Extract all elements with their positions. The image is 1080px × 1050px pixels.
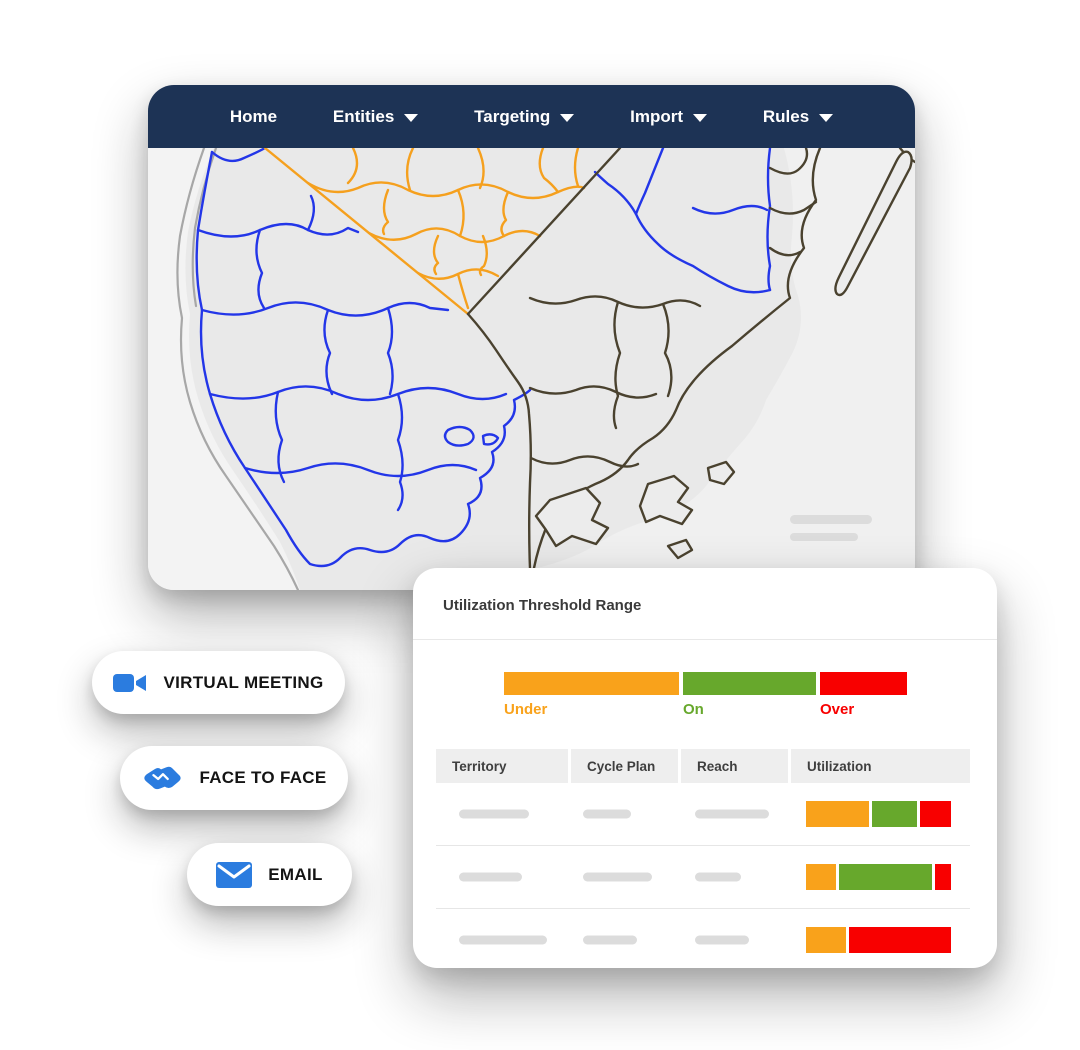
territory-map[interactable]: [148, 148, 915, 590]
threshold-table-body: [436, 783, 970, 971]
skeleton-text: [695, 872, 741, 882]
table-row[interactable]: [436, 909, 970, 971]
nav-label: Home: [229, 106, 278, 126]
panel-title: Utilization Threshold Range: [443, 597, 642, 614]
utilization-segment-under: [806, 801, 869, 827]
legend-label-over: Over: [820, 701, 855, 718]
utilization-segment-over: [935, 864, 951, 890]
map-skeleton-line: [790, 515, 872, 524]
skeleton-text: [459, 872, 522, 882]
utilization-segment-over: [920, 801, 951, 827]
column-header-reach: Reach: [681, 749, 788, 783]
utilization-segment-over: [849, 927, 951, 953]
nav-label: Rules: [762, 106, 810, 126]
email-button[interactable]: EMAIL: [187, 843, 352, 906]
skeleton-text: [583, 809, 631, 819]
pill-label: FACE TO FACE: [199, 768, 327, 787]
nav-label: Import: [630, 106, 684, 126]
threshold-segment-on: [683, 672, 816, 695]
utilization-segment-under: [806, 927, 846, 953]
nav-item-targeting[interactable]: Targeting: [474, 106, 575, 127]
utilization-segment-on: [872, 801, 917, 827]
utilization-bar: [806, 927, 951, 953]
nav-item-home[interactable]: Home: [230, 107, 277, 127]
legend-label-on: On: [683, 701, 704, 718]
nav-label: Entities: [332, 106, 395, 126]
column-header-cycle-plan: Cycle Plan: [571, 749, 678, 783]
pill-label: EMAIL: [268, 864, 323, 884]
video-camera-icon: [113, 673, 147, 692]
threshold-segment-under: [504, 672, 679, 695]
chevron-down-icon: [693, 113, 708, 122]
table-row[interactable]: [436, 846, 970, 909]
utilization-threshold-panel: Utilization Threshold Range Under On Ove…: [413, 568, 997, 968]
skeleton-text: [583, 872, 652, 882]
skeleton-text: [459, 935, 547, 945]
column-header-utilization: Utilization: [791, 749, 970, 783]
utilization-bar: [806, 801, 951, 827]
map-card: Home Entities Targeting Import Rules: [148, 85, 915, 590]
utilization-bar: [806, 864, 951, 890]
nav-item-rules[interactable]: Rules: [762, 106, 834, 127]
chevron-down-icon: [819, 113, 834, 122]
skeleton-text: [459, 809, 529, 819]
chevron-down-icon: [404, 113, 419, 122]
envelope-icon: [216, 861, 253, 888]
table-row[interactable]: [436, 783, 970, 846]
top-navbar: Home Entities Targeting Import Rules: [148, 85, 915, 148]
divider: [413, 639, 997, 640]
pill-label: VIRTUAL MEETING: [163, 672, 324, 692]
table-header: Territory Cycle Plan Reach Utilization: [436, 749, 970, 783]
handshake-icon: [144, 766, 182, 789]
territory-table: Territory Cycle Plan Reach Utilization: [436, 749, 970, 971]
skeleton-text: [583, 935, 637, 945]
threshold-segment-over: [820, 672, 907, 695]
utilization-segment-under: [806, 864, 836, 890]
map-skeleton-line: [790, 533, 858, 541]
utilization-segment-on: [839, 864, 932, 890]
skeleton-text: [695, 935, 749, 945]
legend-label-under: Under: [504, 701, 548, 718]
chevron-down-icon: [560, 113, 575, 122]
nav-label: Targeting: [474, 106, 551, 126]
face-to-face-button[interactable]: FACE TO FACE: [120, 746, 348, 810]
nav-item-entities[interactable]: Entities: [332, 106, 419, 127]
threshold-range-bar: [504, 672, 907, 695]
virtual-meeting-button[interactable]: VIRTUAL MEETING: [92, 651, 345, 714]
nav-item-import[interactable]: Import: [630, 106, 708, 127]
skeleton-text: [695, 809, 769, 819]
column-header-territory: Territory: [436, 749, 568, 783]
